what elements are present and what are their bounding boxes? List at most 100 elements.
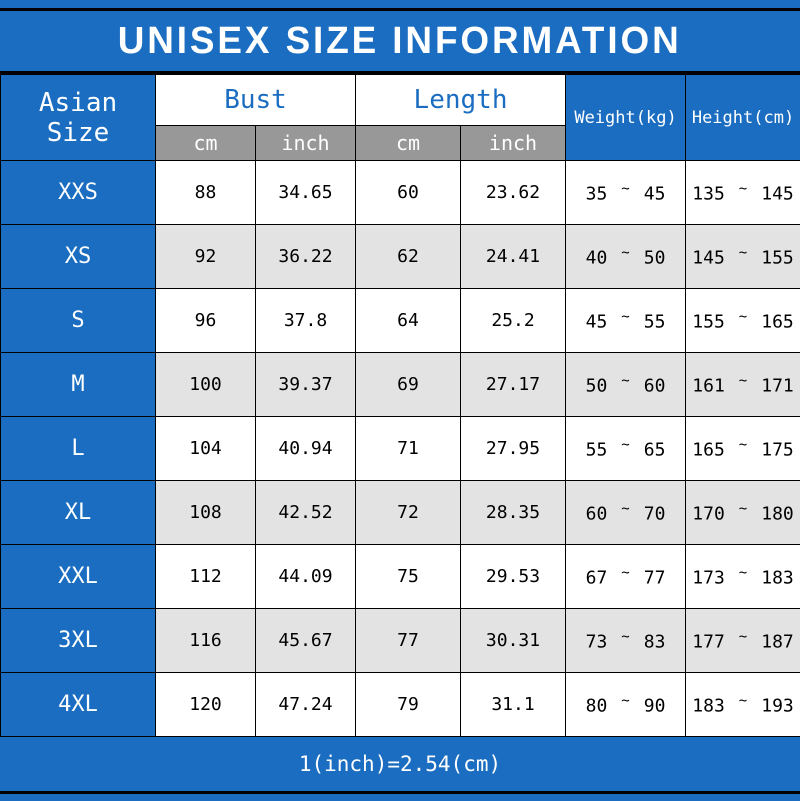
height-range: 135 ~145 bbox=[686, 161, 800, 225]
length-cm-value: 69 bbox=[356, 353, 461, 417]
bust-cm-value: 96 bbox=[156, 289, 256, 353]
tilde-separator: ~ bbox=[621, 693, 629, 709]
tilde-separator: ~ bbox=[739, 181, 747, 197]
height-range: 170 ~180 bbox=[686, 481, 800, 545]
page-title: UNISEX SIZE INFORMATION bbox=[118, 20, 682, 63]
weight-max: 77 bbox=[644, 567, 666, 588]
bust-inch-value: 39.37 bbox=[256, 353, 356, 417]
weight-range: 60~70 bbox=[566, 481, 686, 545]
table-row-s: S 96 37.8 64 25.2 45~55 155~165 bbox=[1, 289, 800, 353]
length-cm-value: 71 bbox=[356, 417, 461, 481]
tilde-separator: ~ bbox=[621, 373, 629, 389]
bust-cm-value: 88 bbox=[156, 161, 256, 225]
size-label: XS bbox=[1, 225, 156, 289]
tilde-separator: ~ bbox=[739, 693, 747, 709]
weight-min: 40 bbox=[586, 247, 608, 268]
height-min: 165 bbox=[692, 439, 725, 460]
length-inch-value: 27.95 bbox=[461, 417, 566, 481]
table-row-l: L 104 40.94 71 27.95 55~65 165~175 bbox=[1, 417, 800, 481]
bust-inch-value: 34.65 bbox=[256, 161, 356, 225]
table-row-m: M 100 39.37 69 27.17 50~60 161~171 bbox=[1, 353, 800, 417]
weight-range: 35~45 bbox=[566, 161, 686, 225]
weight-max: 83 bbox=[644, 631, 666, 652]
weight-min: 55 bbox=[586, 439, 608, 460]
weight-max: 50 bbox=[644, 247, 666, 268]
size-chart-table: Asian Size Bust Length Weight(kg) Height… bbox=[0, 74, 800, 737]
height-min: 161 bbox=[692, 375, 725, 396]
tilde-separator: ~ bbox=[621, 565, 629, 581]
header-bust: Bust bbox=[156, 75, 356, 126]
height-min: 177 bbox=[692, 631, 725, 652]
tilde-separator: ~ bbox=[621, 181, 629, 197]
height-max: 193 bbox=[761, 695, 794, 716]
bust-cm-value: 112 bbox=[156, 545, 256, 609]
header-length-inch: inch bbox=[461, 126, 566, 161]
height-min: 170 bbox=[692, 503, 725, 524]
header-bust-inch: inch bbox=[256, 126, 356, 161]
length-inch-value: 31.1 bbox=[461, 673, 566, 737]
weight-min: 50 bbox=[586, 375, 608, 396]
weight-range: 40~50 bbox=[566, 225, 686, 289]
tilde-separator: ~ bbox=[621, 309, 629, 325]
bust-inch-value: 44.09 bbox=[256, 545, 356, 609]
height-max: 145 bbox=[761, 183, 794, 204]
bust-inch-value: 45.67 bbox=[256, 609, 356, 673]
tilde-separator: ~ bbox=[621, 629, 629, 645]
weight-max: 55 bbox=[644, 311, 666, 332]
title-banner: UNISEX SIZE INFORMATION bbox=[0, 11, 800, 71]
weight-min: 80 bbox=[586, 695, 608, 716]
bust-inch-value: 37.8 bbox=[256, 289, 356, 353]
height-min: 173 bbox=[692, 567, 725, 588]
size-label: XXL bbox=[1, 545, 156, 609]
height-max: 165 bbox=[761, 311, 794, 332]
weight-min: 60 bbox=[586, 503, 608, 524]
table-row-4xl: 4XL 120 47.24 79 31.1 80~90 183~193 bbox=[1, 673, 800, 737]
size-label: M bbox=[1, 353, 156, 417]
length-inch-value: 30.31 bbox=[461, 609, 566, 673]
size-label: 3XL bbox=[1, 609, 156, 673]
bust-cm-value: 120 bbox=[156, 673, 256, 737]
bust-cm-value: 100 bbox=[156, 353, 256, 417]
weight-range: 80 ~90 bbox=[566, 673, 686, 737]
header-height: Height(cm) bbox=[686, 75, 800, 161]
length-cm-value: 77 bbox=[356, 609, 461, 673]
tilde-separator: ~ bbox=[739, 501, 747, 517]
height-min: 135 bbox=[692, 183, 725, 204]
tilde-separator: ~ bbox=[739, 437, 747, 453]
length-inch-value: 23.62 bbox=[461, 161, 566, 225]
height-range: 173~183 bbox=[686, 545, 800, 609]
tilde-separator: ~ bbox=[739, 565, 747, 581]
top-blue-strip bbox=[0, 0, 800, 8]
weight-min: 35 bbox=[586, 183, 608, 204]
length-inch-value: 29.53 bbox=[461, 545, 566, 609]
bust-cm-value: 92 bbox=[156, 225, 256, 289]
weight-range: 67~77 bbox=[566, 545, 686, 609]
length-cm-value: 62 bbox=[356, 225, 461, 289]
table-row-xl: XL 108 42.52 72 28.35 60~70 170~180 bbox=[1, 481, 800, 545]
height-range: 177~187 bbox=[686, 609, 800, 673]
bust-inch-value: 40.94 bbox=[256, 417, 356, 481]
weight-max: 60 bbox=[644, 375, 666, 396]
weight-range: 45~55 bbox=[566, 289, 686, 353]
weight-max: 65 bbox=[644, 439, 666, 460]
table-row-xxl: XXL 112 44.09 75 29.53 67~77 173~183 bbox=[1, 545, 800, 609]
tilde-separator: ~ bbox=[739, 373, 747, 389]
header-length: Length bbox=[356, 75, 566, 126]
table-row-xxs: XXS 88 34.65 60 23.62 35~45 135~145 bbox=[1, 161, 800, 225]
height-range: 165~175 bbox=[686, 417, 800, 481]
size-label: L bbox=[1, 417, 156, 481]
table-row-xs: XS 92 36.22 62 24.41 40~50 145~155 bbox=[1, 225, 800, 289]
height-range: 155~165 bbox=[686, 289, 800, 353]
size-label: XXS bbox=[1, 161, 156, 225]
weight-range: 50 ~60 bbox=[566, 353, 686, 417]
header-asian-size: Asian Size bbox=[1, 75, 156, 161]
weight-max: 90 bbox=[644, 695, 666, 716]
header-bust-cm: cm bbox=[156, 126, 256, 161]
height-range: 145~155 bbox=[686, 225, 800, 289]
height-min: 145 bbox=[692, 247, 725, 268]
tilde-separator: ~ bbox=[621, 501, 629, 517]
length-cm-value: 79 bbox=[356, 673, 461, 737]
length-cm-value: 64 bbox=[356, 289, 461, 353]
header-row-1: Asian Size Bust Length Weight(kg) Height… bbox=[1, 75, 800, 126]
height-max: 180 bbox=[761, 503, 794, 524]
